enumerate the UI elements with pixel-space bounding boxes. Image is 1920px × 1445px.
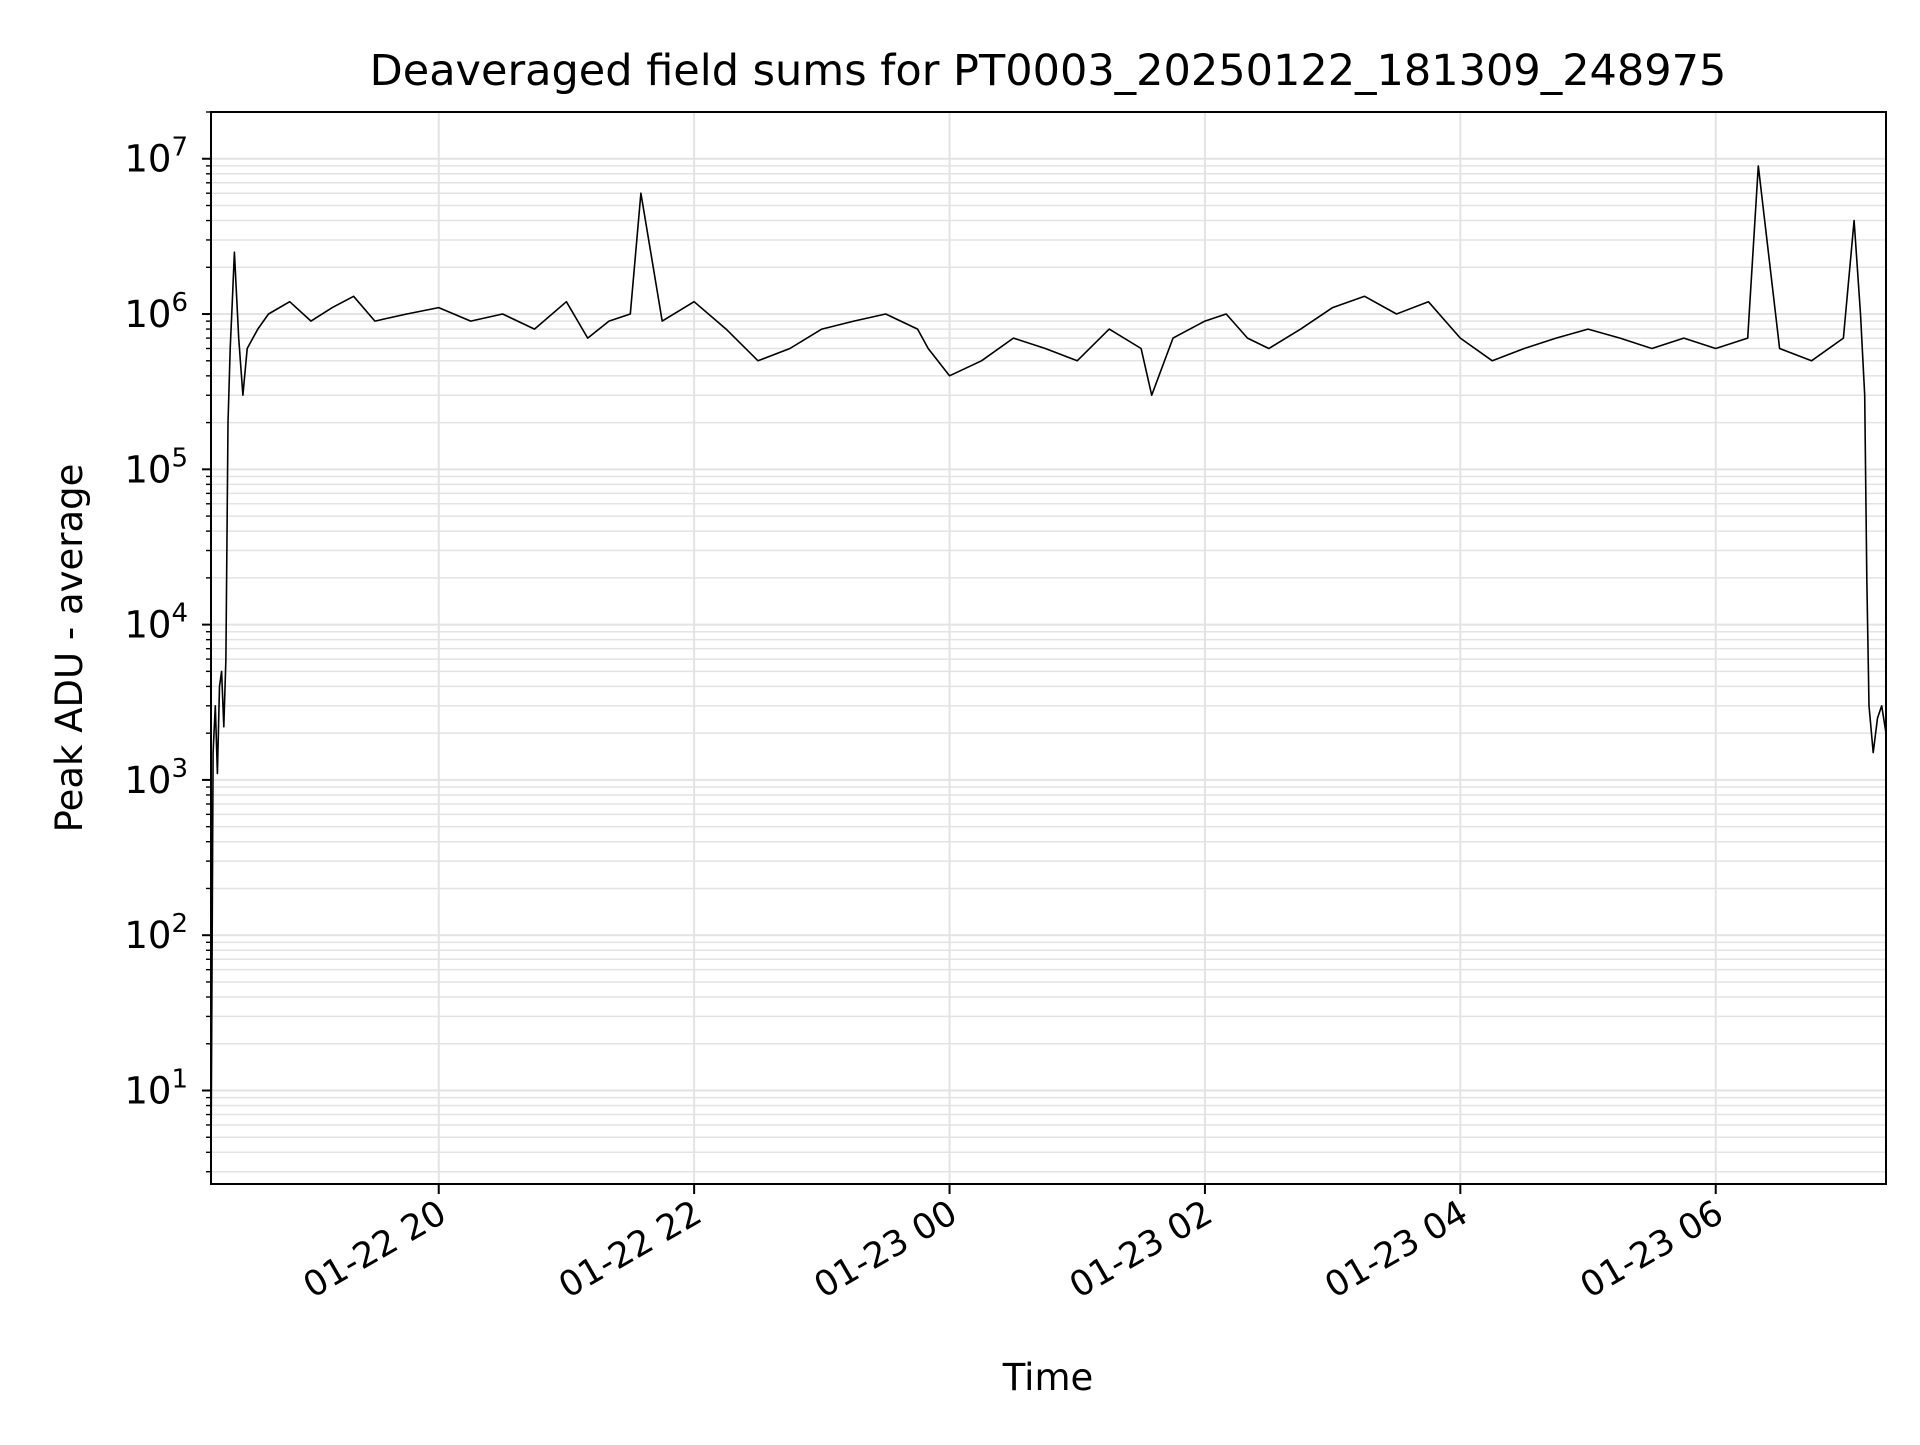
- y-tick-exponent: 7: [171, 133, 188, 163]
- y-tick-exponent: 1: [171, 1065, 188, 1095]
- y-tick-label: 104: [124, 599, 188, 647]
- series-line: [210, 165, 1887, 1172]
- x-tick-label: 01-23 04: [1319, 1193, 1475, 1306]
- axis-layer: 101 102 103 104 105 106 107 01-22 20 01-22 22 01-…: [124, 111, 1730, 1306]
- x-tick-label: 01-23 02: [1063, 1193, 1219, 1306]
- y-tick-label: 107: [124, 133, 188, 181]
- y-tick-exponent: 4: [171, 599, 188, 629]
- x-tick-label: 01-22 22: [552, 1193, 708, 1306]
- x-axis-label: Time: [1002, 1356, 1094, 1399]
- x-tick-label: 01-23 00: [808, 1193, 964, 1306]
- y-tick-label: 105: [124, 443, 188, 491]
- line-layer: [210, 165, 1887, 1172]
- y-tick-exponent: 6: [171, 288, 188, 318]
- y-tick-exponent: 3: [171, 754, 188, 784]
- y-axis-label: Peak ADU - average: [48, 464, 91, 833]
- chart-title: Deaveraged field sums for PT0003_2025012…: [370, 46, 1727, 96]
- y-tick-label: 102: [124, 909, 188, 957]
- y-tick-exponent: 2: [171, 909, 188, 939]
- x-tick-label: 01-23 06: [1574, 1193, 1730, 1306]
- y-tick-exponent: 5: [171, 443, 188, 473]
- y-tick-label: 106: [124, 288, 188, 336]
- y-tick-label: 103: [124, 754, 188, 802]
- y-tick-label: 101: [124, 1065, 188, 1113]
- x-tick-label: 01-22 20: [297, 1193, 453, 1306]
- grid-layer: [211, 111, 1886, 1184]
